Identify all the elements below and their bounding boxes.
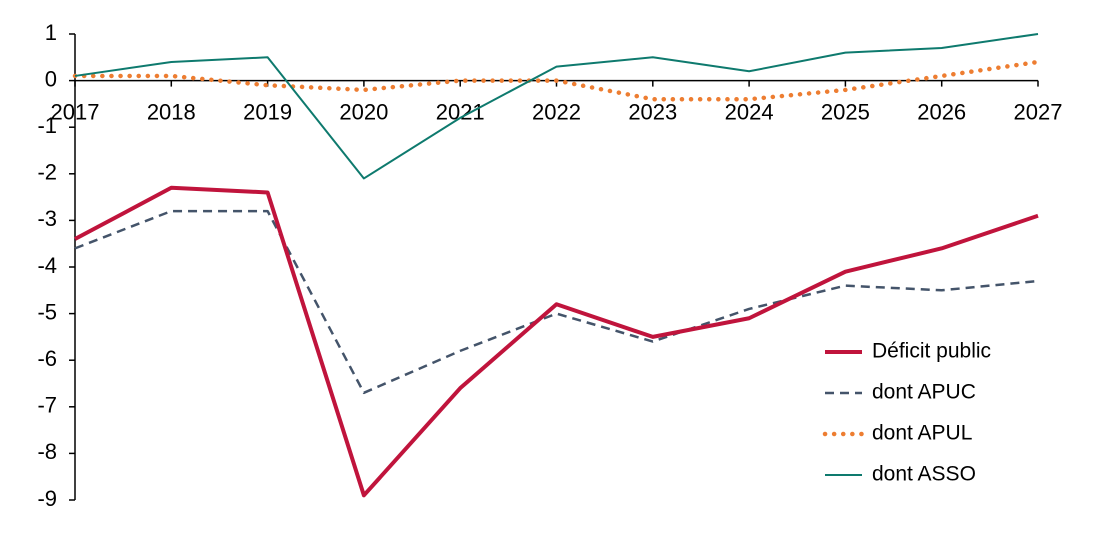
y-tick-label: -5 [37, 299, 57, 324]
y-tick-label: -3 [37, 206, 57, 231]
y-tick-label: -9 [37, 486, 57, 511]
y-tick-label: -6 [37, 346, 57, 371]
y-tick-label: -1 [37, 113, 57, 138]
legend-label: Déficit public [872, 340, 991, 363]
x-tick-label: 2024 [725, 99, 774, 124]
y-tick-label: -2 [37, 160, 57, 185]
y-tick-label: -4 [37, 253, 57, 278]
y-tick-label: 0 [45, 66, 57, 91]
y-tick-label: -7 [37, 393, 57, 418]
x-tick-label: 2026 [917, 99, 966, 124]
x-tick-label: 2027 [1014, 99, 1063, 124]
x-tick-label: 2023 [628, 99, 677, 124]
y-tick-label: -8 [37, 439, 57, 464]
y-tick-label: 1 [45, 20, 57, 45]
series-line [74, 185, 1039, 498]
legend-label: dont APUC [872, 381, 976, 404]
x-tick-label: 2019 [243, 99, 292, 124]
legend-label: dont ASSO [872, 463, 976, 486]
series-line [74, 209, 1039, 395]
x-tick-label: 2021 [436, 99, 485, 124]
legend-label: dont APUL [872, 422, 972, 445]
x-tick-label: 2017 [51, 99, 100, 124]
series-line [72, 59, 1041, 102]
x-tick-label: 2022 [532, 99, 581, 124]
series-line [74, 33, 1039, 180]
x-tick-label: 2020 [339, 99, 388, 124]
x-tick-label: 2025 [821, 99, 870, 124]
x-tick-label: 2018 [147, 99, 196, 124]
